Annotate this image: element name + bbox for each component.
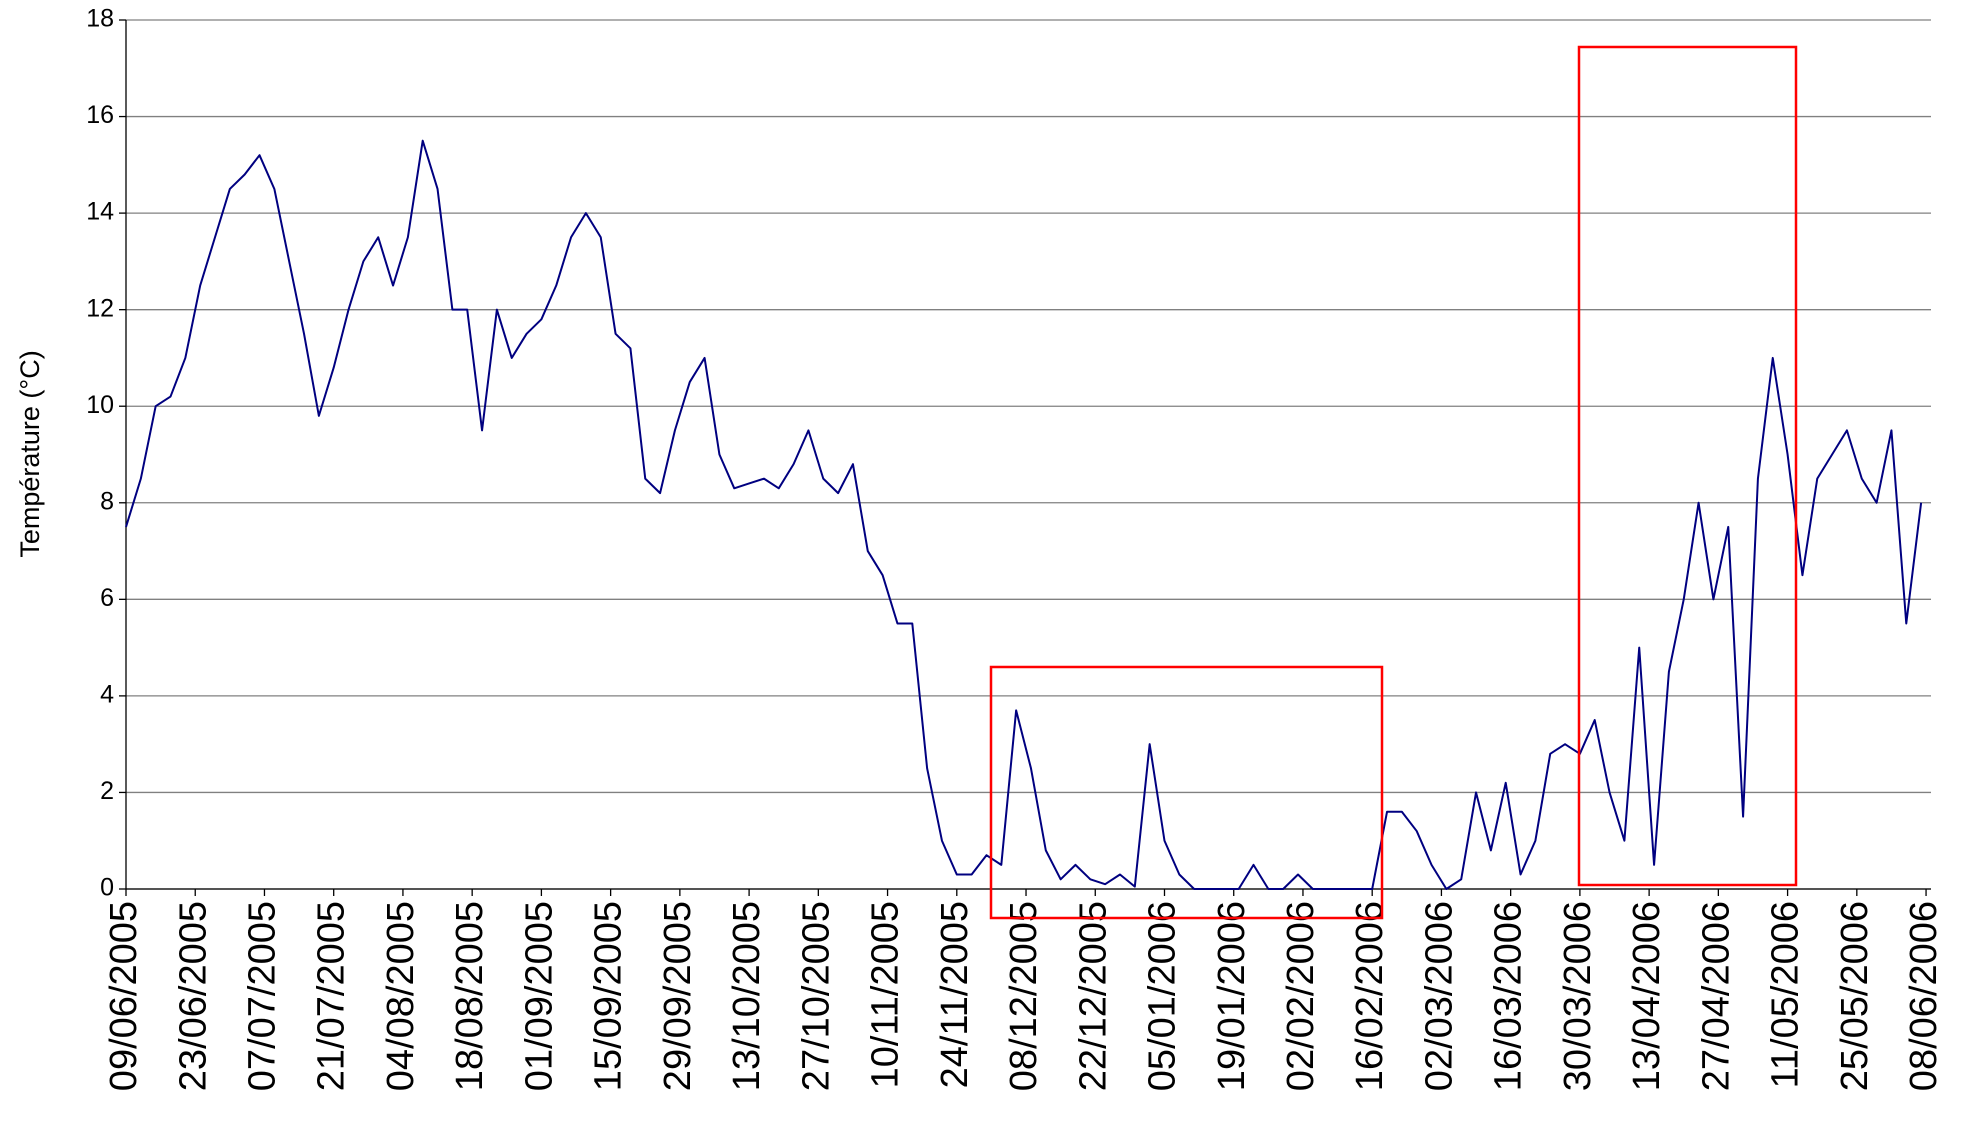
x-tick-label: 30/03/2006 <box>1557 901 1599 1091</box>
x-tick-label: 21/07/2005 <box>311 901 353 1091</box>
y-tick-label: 16 <box>86 101 114 129</box>
x-tick-label: 07/07/2005 <box>241 901 283 1091</box>
x-tick-label: 15/09/2005 <box>588 901 630 1091</box>
y-tick-label: 4 <box>100 680 114 708</box>
x-tick-label: 13/10/2005 <box>726 901 768 1091</box>
x-tick-label: 02/02/2006 <box>1280 901 1322 1091</box>
y-tick-label: 18 <box>86 5 114 33</box>
y-tick-label: 14 <box>86 198 114 226</box>
x-tick-label: 05/01/2006 <box>1142 901 1184 1091</box>
data-line <box>125 139 1923 890</box>
x-tick-label: 22/12/2005 <box>1072 901 1114 1091</box>
x-tick-label: 25/05/2006 <box>1834 901 1876 1091</box>
y-tick-label: 12 <box>86 294 114 322</box>
x-tick-label: 27/04/2006 <box>1695 901 1737 1091</box>
y-tick-label: 2 <box>100 777 114 805</box>
x-tick-label: 23/06/2005 <box>172 901 214 1091</box>
x-tick-label: 18/08/2005 <box>449 901 491 1091</box>
x-tick-label: 04/08/2005 <box>380 901 422 1091</box>
y-tick-label: 10 <box>86 391 114 419</box>
y-axis-title: Température (°C) <box>15 350 45 557</box>
x-tick-label: 08/12/2005 <box>1003 901 1045 1091</box>
y-tick-label: 8 <box>100 487 114 515</box>
x-tick-label: 27/10/2005 <box>795 901 837 1091</box>
x-tick-label: 02/03/2006 <box>1418 901 1460 1091</box>
y-tick-label: 0 <box>100 874 114 902</box>
x-tick-label: 16/03/2006 <box>1488 901 1530 1091</box>
x-tick-label: 10/11/2005 <box>865 901 907 1088</box>
x-tick-label: 16/02/2006 <box>1349 901 1391 1091</box>
x-tick-label: 09/06/2005 <box>103 901 145 1091</box>
x-tick-label: 08/06/2006 <box>1903 901 1945 1091</box>
x-tick-label: 19/01/2006 <box>1211 901 1253 1091</box>
highlight-box <box>1577 45 1798 887</box>
x-tick-label: 11/05/2006 <box>1765 901 1807 1088</box>
y-tick-label: 6 <box>100 584 114 612</box>
x-tick-label: 01/09/2005 <box>518 901 560 1091</box>
x-tick-label: 29/09/2005 <box>657 901 699 1091</box>
x-tick-label: 13/04/2006 <box>1626 901 1668 1091</box>
highlight-box <box>989 665 1384 920</box>
x-tick-label: 24/11/2005 <box>934 901 976 1088</box>
